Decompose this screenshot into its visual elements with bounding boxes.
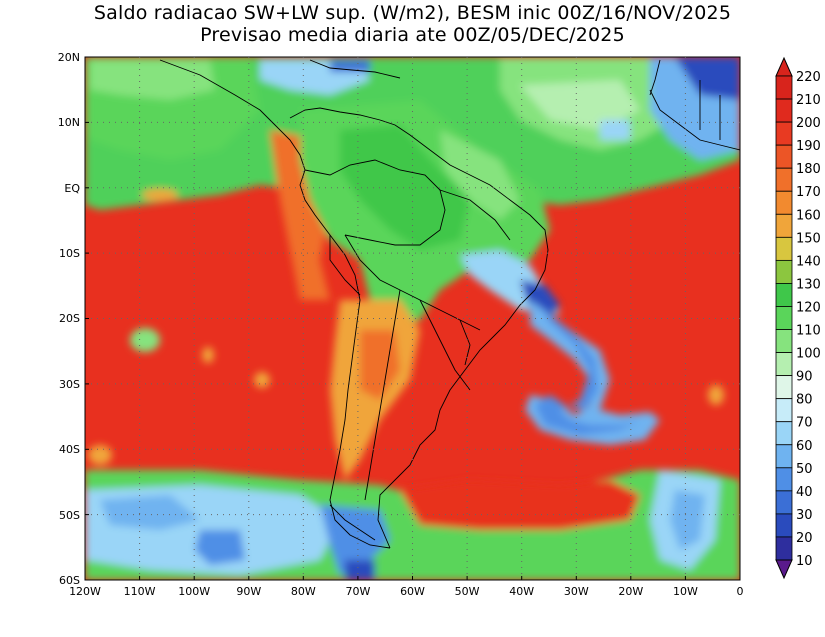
colorbar-label: 110 [796,324,821,339]
colorbar-label: 100 [796,347,821,362]
colorbar-segment [775,306,793,330]
colorbar-segment [775,421,793,446]
colorbar-label: 160 [796,208,821,223]
colorbar-segment [775,398,793,423]
colorbar-segment [775,444,793,469]
longitude-labels: 120W 110W 100W 90W 80W 70W 60W 50W 40W 3… [69,585,743,598]
colorbar-label: 220 [796,70,821,85]
colorbar-segment [775,167,793,192]
colorbar-label: 210 [796,93,821,108]
colorbar-segment [775,375,793,400]
colorbar-label: 200 [796,116,821,131]
colorbar-label: 30 [796,508,813,523]
colorbar-segment [775,236,793,261]
colorbar-label: 130 [796,277,821,292]
lon-label-100w: 100W [178,585,210,598]
colorbar-label: 60 [796,439,813,454]
colorbar-label: 20 [796,531,813,546]
colorbar-label: 120 [796,300,821,315]
colorbar-segment [775,190,793,215]
colorbar-cap-low [775,559,793,580]
colorbar-segment [775,75,793,100]
colorbar-label: 150 [796,231,821,246]
lon-label-20w: 20W [618,585,643,598]
colorbar-segment [775,490,793,515]
lon-label-0: 0 [737,585,744,598]
lon-label-10w: 10W [673,585,698,598]
colorbar-segment [775,98,793,123]
colorbar-label: 180 [796,162,821,177]
colorbar-segment [775,213,793,238]
colorbar-label: 80 [796,393,813,408]
lat-label-10n: 10N [58,116,80,129]
colorbar-label: 140 [796,254,821,269]
colorbar-segment [775,513,793,538]
latitude-labels: 20N 10N EQ 10S 20S 30S 40S 50S 60S [58,51,81,587]
lat-label-40s: 40S [59,443,80,456]
lat-label-60s: 60S [59,574,80,587]
colorbar: 220 210 200 190 180 170 160 150 140 130 120 110 100 9… [775,56,821,580]
colorbar-segment [775,329,793,353]
map-title-line1: Saldo radiacao SW+LW sup. (W/m2), BESM i… [93,2,732,24]
lon-label-120w: 120W [69,585,101,598]
colorbar-segment [775,536,793,561]
colorbar-label: 50 [796,462,813,477]
colorbar-segment [775,283,793,307]
lon-label-60w: 60W [400,585,425,598]
lat-label-10s: 10S [59,247,80,260]
lon-label-70w: 70W [345,585,370,598]
lat-label-20n: 20N [58,51,80,64]
lon-label-90w: 90W [236,585,261,598]
colorbar-segment [775,352,793,377]
colorbar-label: 190 [796,139,821,154]
colorbar-segment [775,467,793,492]
colorbar-label: 40 [796,485,813,500]
lon-label-80w: 80W [291,585,316,598]
lat-label-50s: 50S [59,509,80,522]
map-title-line2: Previsao media diaria ate 00Z/05/DEC/202… [200,24,625,46]
colorbar-segment [775,121,793,146]
lon-label-40w: 40W [509,585,534,598]
colorbar-label: 70 [796,416,813,431]
lat-label-eq: EQ [64,182,80,195]
colorbar-label: 10 [796,554,813,569]
lon-label-110w: 110W [124,585,156,598]
colorbar-segment [775,259,793,284]
colorbar-label: 170 [796,185,821,200]
colorbar-cap-high [775,56,793,77]
lon-label-50w: 50W [455,585,480,598]
lat-label-20s: 20S [59,312,80,325]
radiation-field [85,57,740,580]
lon-label-30w: 30W [564,585,589,598]
lat-label-30s: 30S [59,378,80,391]
colorbar-label: 90 [796,370,813,385]
colorbar-segment [775,144,793,169]
